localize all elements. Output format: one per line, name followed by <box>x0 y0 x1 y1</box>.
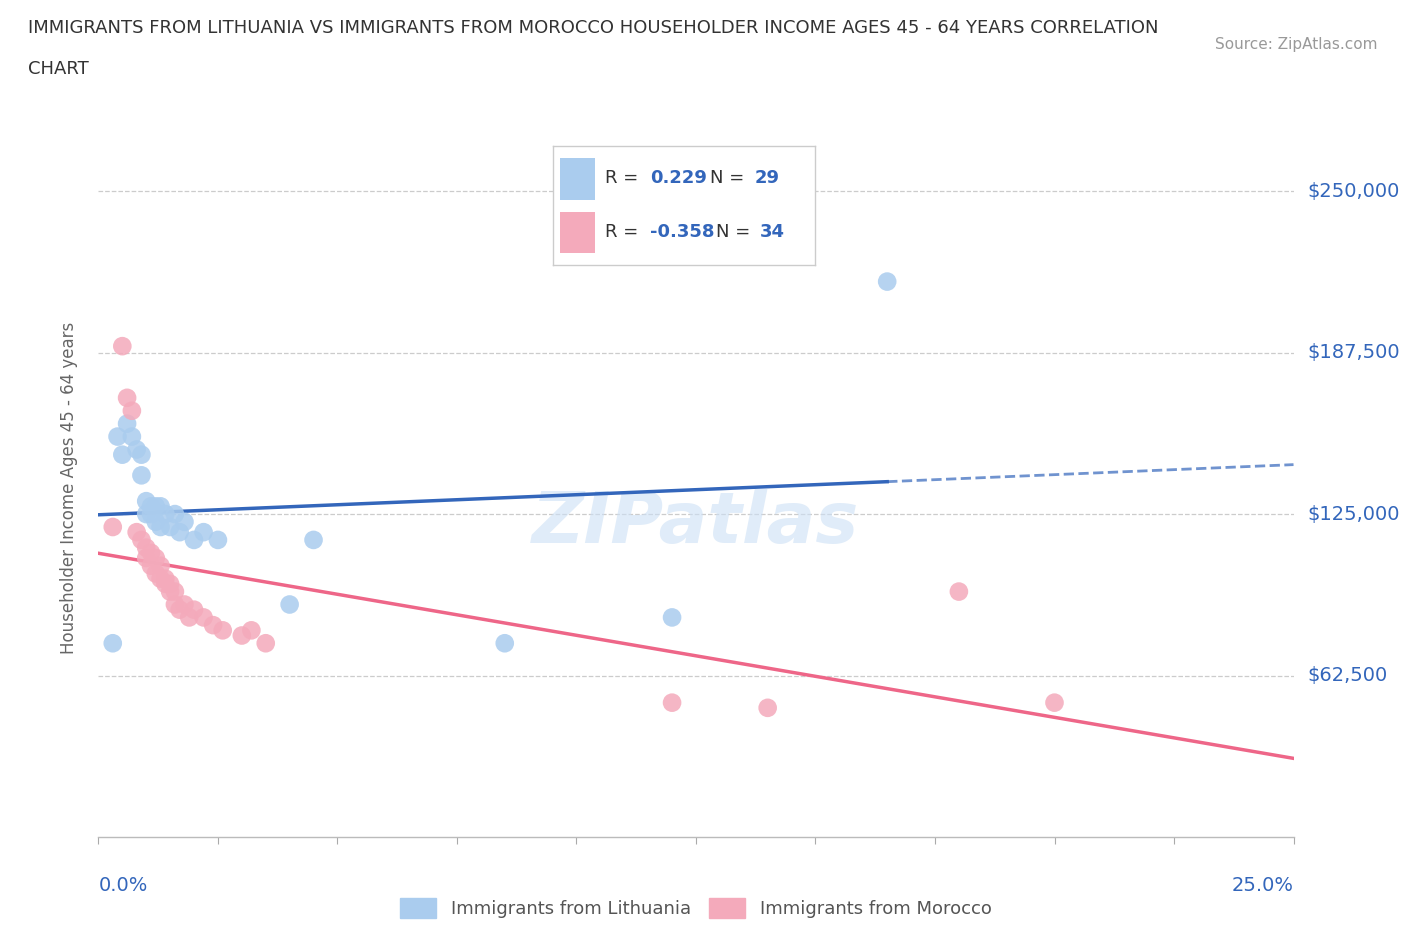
Point <box>145 498 167 513</box>
Point <box>163 507 186 522</box>
Point <box>254 636 277 651</box>
Point <box>169 525 191 539</box>
Point <box>115 417 138 432</box>
Point <box>115 391 138 405</box>
Point <box>240 623 263 638</box>
Point <box>145 551 167 565</box>
Point <box>163 584 186 599</box>
Point <box>159 520 181 535</box>
Point <box>876 274 898 289</box>
Point <box>111 447 134 462</box>
Point <box>131 533 153 548</box>
Point <box>173 514 195 529</box>
Point <box>149 571 172 586</box>
Point <box>149 498 172 513</box>
Point <box>139 558 162 573</box>
Point <box>131 447 153 462</box>
Point <box>1043 696 1066 711</box>
Point <box>101 520 124 535</box>
Point <box>135 494 157 509</box>
Point <box>183 533 205 548</box>
Point <box>139 545 162 560</box>
Point <box>211 623 233 638</box>
Text: $187,500: $187,500 <box>1308 343 1400 362</box>
Point <box>101 636 124 651</box>
Point <box>135 540 157 555</box>
Text: $125,000: $125,000 <box>1308 505 1400 524</box>
Point <box>661 610 683 625</box>
Point <box>155 571 177 586</box>
Point <box>121 429 143 444</box>
Point <box>169 603 191 618</box>
Point <box>193 610 215 625</box>
Point <box>159 577 181 591</box>
Text: Source: ZipAtlas.com: Source: ZipAtlas.com <box>1215 37 1378 52</box>
Point <box>111 339 134 353</box>
Point <box>173 597 195 612</box>
Text: CHART: CHART <box>28 60 89 78</box>
Y-axis label: Householder Income Ages 45 - 64 years: Householder Income Ages 45 - 64 years <box>59 322 77 655</box>
Point <box>661 696 683 711</box>
Point <box>131 468 153 483</box>
Point <box>302 533 325 548</box>
Point <box>121 404 143 418</box>
Point <box>159 584 181 599</box>
Point <box>179 610 201 625</box>
Point <box>202 618 225 632</box>
Point <box>231 628 253 643</box>
Point <box>183 603 205 618</box>
Text: $62,500: $62,500 <box>1308 666 1388 685</box>
Text: ZIPatlas: ZIPatlas <box>533 488 859 558</box>
Text: $250,000: $250,000 <box>1308 181 1400 201</box>
Point <box>145 514 167 529</box>
Point <box>278 597 301 612</box>
Point <box>163 597 186 612</box>
Point <box>125 442 148 457</box>
Point <box>135 507 157 522</box>
Point <box>107 429 129 444</box>
Text: 0.0%: 0.0% <box>98 876 148 895</box>
Point <box>135 551 157 565</box>
Point <box>193 525 215 539</box>
Point <box>139 498 162 513</box>
Point <box>155 577 177 591</box>
Point <box>149 558 172 573</box>
Point <box>145 566 167 581</box>
Point <box>155 507 177 522</box>
Point <box>494 636 516 651</box>
Point <box>756 700 779 715</box>
Point <box>125 525 148 539</box>
Point <box>139 507 162 522</box>
Point <box>207 533 229 548</box>
Point <box>149 520 172 535</box>
Text: IMMIGRANTS FROM LITHUANIA VS IMMIGRANTS FROM MOROCCO HOUSEHOLDER INCOME AGES 45 : IMMIGRANTS FROM LITHUANIA VS IMMIGRANTS … <box>28 19 1159 36</box>
Text: 25.0%: 25.0% <box>1232 876 1294 895</box>
Point <box>948 584 970 599</box>
Legend: Immigrants from Lithuania, Immigrants from Morocco: Immigrants from Lithuania, Immigrants fr… <box>394 890 998 925</box>
